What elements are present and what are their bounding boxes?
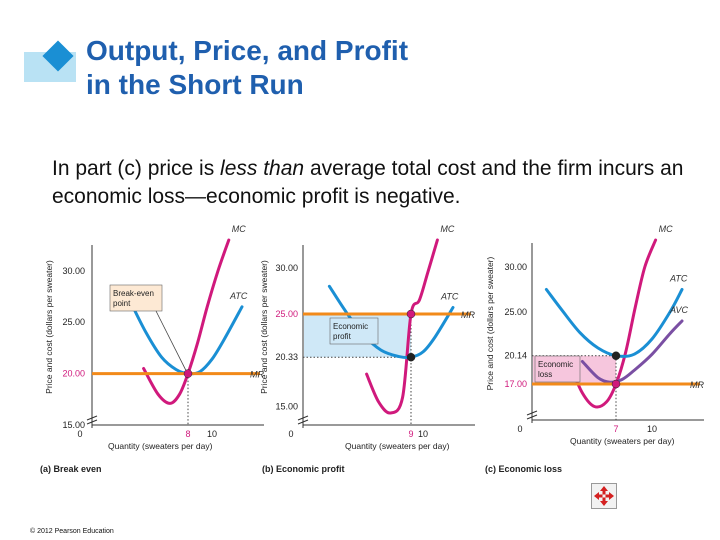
chart-a-y-tick-label: 30.00 [62,266,85,276]
chart-a-annotation-box [109,284,163,312]
chart-c-series-label-avc: AVC [669,305,689,315]
chart-b-data-point [406,352,416,362]
chart-a-data-point [183,369,193,378]
chart-b-axis-break-mark [297,419,309,425]
chart-a-x-tick-label: 8 [185,429,190,439]
chart-c-axis-break-mark [526,414,538,420]
chart-c-series-label-atc: ATC [669,274,688,284]
chart-a-annotation-leader [155,310,187,371]
chart-b-x-axis-label: Quantity (sweaters per day) [345,441,450,451]
chart-a-axis-break-mark [86,419,98,425]
chart-b-series-label-mc: MC [440,224,454,234]
chart-b-y-tick-label: 30.00 [275,263,298,273]
chart-a-annotation-line-1: Break-even [113,289,154,298]
slide-title: Output, Price, and Profit in the Short R… [86,34,408,102]
chart-b-y-tick-label: 20.33 [275,352,298,362]
chart-a-y-axis-label: Price and cost (dollars per sweater) [44,260,54,394]
chart-a-series-label-mr: MR [250,370,264,380]
chart-c-series-label-mc: MC [659,224,673,234]
chart-a-x-tick-label: 10 [207,429,217,439]
chart-b-caption: (b) Economic profit [262,464,345,474]
chart-a-x-tick-label: 0 [77,429,82,439]
chart-a-axis-break-mark [86,415,98,421]
body-text-end: average total cost and the firm incurs a… [52,157,684,208]
chart-c-x-tick-label: 7 [613,424,618,434]
chart-c-series-avc [580,319,684,384]
chart-b-x-tick-label: 0 [288,429,293,439]
chart-a-y-tick-label: 20.00 [62,369,85,379]
chart-c-y-axis-label: Price and cost (dollars per sweater) [485,256,495,390]
slide-title-line-2: in the Short Run [86,69,304,100]
chart-a-x-axis-label: Quantity (sweaters per day) [108,441,213,451]
chart-c-data-point [611,351,621,360]
chart-c-y-tick-label: 25.00 [504,307,527,317]
chart-b-x-tick-label: 10 [418,429,428,439]
chart-c-annotation-box [534,355,581,383]
chart-c-axis-break-mark [526,410,538,416]
chart-a-series-mc [142,238,231,405]
chart-b-y-tick-label: 25.00 [275,309,298,319]
chart-a-series-label-mc: MC [232,224,246,234]
chart-b-annotation-line-1: Economic [333,322,368,331]
chart-b-annotation-box [329,317,379,345]
chart-c-annotation-line-1: Economic [538,360,573,369]
chart-c-x-axis-label: Quantity (sweaters per day) [570,436,675,446]
chart-a-y-tick-label: 25.00 [62,317,85,327]
chart-b-x-tick-label: 9 [408,429,413,439]
chart-c-series-label-mr: MR [690,380,704,390]
chart-b-series-mc [365,238,439,415]
slide-title-line-1: Output, Price, and Profit [86,35,409,66]
chart-b-series-label-mr: MR [461,310,475,320]
chart-b-series-label-atc: ATC [440,292,459,302]
chart-c-annotation-line-2: loss [538,370,552,379]
chart-b-y-axis-label: Price and cost (dollars per sweater) [259,260,269,394]
chart-a-series-atc [128,300,244,376]
chart-c-y-tick-label: 17.00 [504,379,527,389]
chart-c-data-point [611,379,621,389]
chart-c-x-tick-label: 0 [517,424,522,434]
chart-c-x-tick-label: 10 [647,424,657,434]
slide-body-text: In part (c) price is less than average t… [52,155,702,211]
chart-b-annotation-line-2: profit [333,332,352,341]
body-text-emphasis: less than [220,157,305,180]
chart-b-y-tick-label: 15.00 [275,402,298,412]
chart-c-y-tick-label: 20.14 [504,351,527,361]
chart-a-series-label-atc: ATC [229,291,248,301]
chart-b-data-point [406,309,416,319]
body-text-start: In part (c) price is [52,157,221,180]
chart-b-axis-break-mark [297,415,309,421]
copyright-notice: © 2012 Pearson Education [30,528,114,535]
chart-c-series-atc [544,288,684,358]
four-arrow-move-icon[interactable] [591,483,617,509]
chart-a-annotation-line-2: point [113,299,131,308]
chart-c-y-tick-label: 30.00 [504,262,527,272]
chart-a-caption: (a) Break even [40,464,102,474]
chart-c-caption: (c) Economic loss [485,464,562,474]
chart-a-y-tick-label: 15.00 [62,420,85,430]
